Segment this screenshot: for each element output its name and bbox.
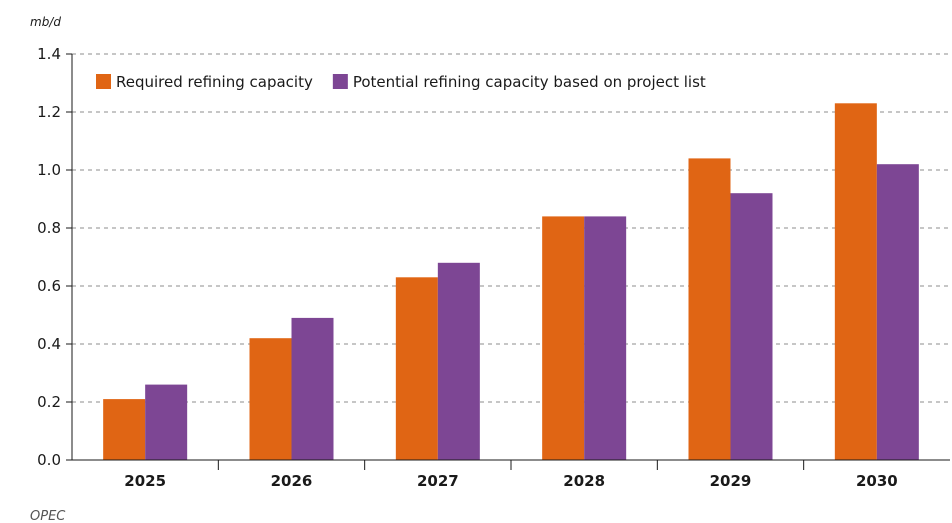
y-tick-label: 1.4 xyxy=(37,45,61,63)
bar-required-2025 xyxy=(103,399,146,460)
y-axis-unit: mb/d xyxy=(30,15,61,29)
legend-label: Potential refining capacity based on pro… xyxy=(353,73,706,91)
x-tick-label: 2028 xyxy=(563,472,605,490)
bar-required-2027 xyxy=(395,277,438,460)
bar-potential-2028 xyxy=(584,216,627,460)
y-tick-label: 1.2 xyxy=(37,103,61,121)
bar-potential-2030 xyxy=(876,164,919,460)
gridlines xyxy=(72,53,950,403)
x-tick-label: 2026 xyxy=(271,472,313,490)
x-tick-label: 2030 xyxy=(856,472,898,490)
legend-label: Required refining capacity xyxy=(116,73,313,91)
y-tick-label: 0.8 xyxy=(37,219,61,237)
bar-required-2029 xyxy=(688,158,731,460)
bar-potential-2026 xyxy=(291,317,334,460)
x-tick-label: 2027 xyxy=(417,472,459,490)
y-tick-label: 1.0 xyxy=(37,161,61,179)
y-tick-label: 0.6 xyxy=(37,277,61,295)
y-tick-label: 0.4 xyxy=(37,335,61,353)
y-tick-label: 0.2 xyxy=(37,393,61,411)
x-tick-label: 2025 xyxy=(124,472,166,490)
bar-potential-2025 xyxy=(145,384,188,460)
bars xyxy=(103,103,919,461)
bar-required-2026 xyxy=(249,338,292,460)
x-tick-label: 2029 xyxy=(710,472,752,490)
bar-potential-2027 xyxy=(437,262,480,460)
axes: 0.0 0.2 0.4 0.6 0.8 1.0 1.2 1.4 2025 2026 2027 2028… xyxy=(37,45,950,490)
bar-potential-2029 xyxy=(730,193,773,460)
legend-swatch xyxy=(332,74,348,89)
source-label: OPEC xyxy=(30,509,66,523)
legend: Required refining capacity Potential refi… xyxy=(96,73,706,91)
legend-swatch xyxy=(96,74,111,89)
bar-required-2028 xyxy=(542,216,585,460)
bar-required-2030 xyxy=(834,103,877,461)
y-tick-label: 0.0 xyxy=(37,451,61,469)
